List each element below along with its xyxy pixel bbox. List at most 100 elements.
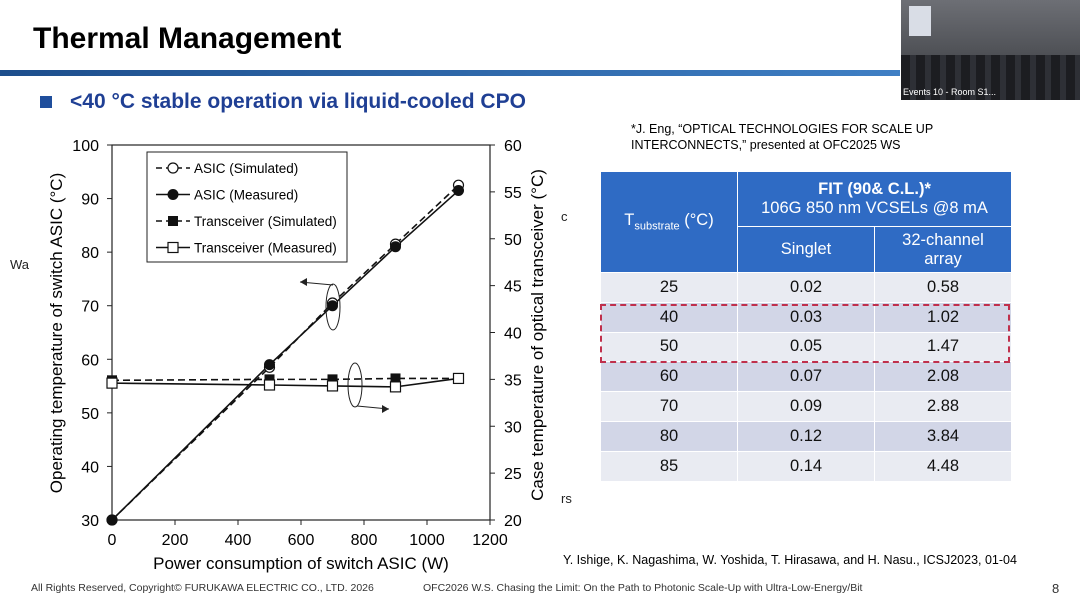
bullet-square-icon <box>40 96 52 108</box>
y-tick-label: 40 <box>81 459 99 476</box>
transceiver-bracket-ellipse <box>347 362 363 408</box>
x-tick-label: 400 <box>225 532 252 549</box>
reference-bottom: Y. Ishige, K. Nagashima, W. Yoshida, T. … <box>563 553 1017 567</box>
y2-axis-label: Case temperature of optical transceiver … <box>528 169 547 501</box>
legend-marker <box>168 216 178 226</box>
cell-array: 2.88 <box>874 391 1012 422</box>
y-tick-label: 100 <box>72 138 99 155</box>
x-tick-label: 600 <box>288 532 315 549</box>
asic-axis-indicator <box>299 278 341 331</box>
y2-tick-label: 55 <box>504 185 522 202</box>
transceiver-axis-indicator <box>347 362 390 413</box>
reference-top: *J. Eng, “OPTICAL TECHNOLOGIES FOR SCALE… <box>631 122 933 152</box>
y2-tick-label: 25 <box>504 466 522 483</box>
data-point-series-1 <box>453 185 464 197</box>
footer-copyright: All Rights Reserved, Copyright© FURUKAWA… <box>31 582 374 594</box>
table-row: 80 0.12 3.84 <box>600 420 1012 452</box>
cell-singlet: 0.03 <box>737 301 875 333</box>
cropped-text-bottom: rs <box>561 491 572 506</box>
col-header-singlet: Singlet <box>737 226 875 273</box>
y-tick-label: 70 <box>81 299 99 316</box>
cell-singlet: 0.07 <box>737 361 875 393</box>
cropped-text-mid: c <box>561 209 568 224</box>
y2-tick-label: 35 <box>504 372 522 389</box>
y2-tick-label: 40 <box>504 326 522 343</box>
legend-entry: Transceiver (Simulated) <box>194 214 337 229</box>
chart-legend: ASIC (Simulated) ASIC (Measured) Transceiv… <box>146 151 348 263</box>
cell-singlet: 0.02 <box>737 272 875 303</box>
cropped-text-left: Wa <box>10 257 30 272</box>
cell-singlet: 0.12 <box>737 420 875 452</box>
legend-entry: Transceiver (Measured) <box>194 241 337 256</box>
footer-event: OFC2026 W.S. Chasing the Limit: On the P… <box>423 582 863 594</box>
data-point-series-3 <box>263 379 276 391</box>
data-point-series-1 <box>264 359 275 371</box>
cell-tsubstrate: 80 <box>600 420 738 452</box>
col-header-fit-group: FIT (90& C.L.)* 106G 850 nm VCSELs @8 mA <box>737 171 1012 227</box>
col-header-32ch-array: 32-channel array <box>874 226 1012 273</box>
video-caption: Events 10 - Room S1... <box>903 87 997 97</box>
y2-tick-label: 60 <box>504 138 522 155</box>
cell-tsubstrate: 85 <box>600 450 738 482</box>
fit-group-title: FIT (90& C.L.)* <box>818 180 931 198</box>
data-point-series-1 <box>327 300 338 312</box>
y-axis-label: Operating temperature of switch ASIC (°C… <box>47 173 66 493</box>
legend-entry: ASIC (Measured) <box>194 188 298 203</box>
cell-array: 1.02 <box>874 301 1012 333</box>
col-header-tsubstrate: Tsubstrate (°C) <box>600 171 738 273</box>
cell-singlet: 0.09 <box>737 391 875 422</box>
fit-group-subtitle: 106G 850 nm VCSELs @8 mA <box>761 199 988 217</box>
y2-tick-label: 45 <box>504 279 522 296</box>
table-header-row-2: Singlet 32-channel array <box>601 226 1012 273</box>
legend-box <box>146 151 348 263</box>
cell-tsubstrate: 40 <box>600 301 738 333</box>
y-tick-label: 90 <box>81 192 99 209</box>
data-point-series-3 <box>389 381 402 393</box>
data-point-series-1 <box>390 241 401 253</box>
asic-arrow-head <box>300 278 307 286</box>
video-screen <box>909 6 931 36</box>
fit-table: Tsubstrate (°C) FIT (90& C.L.)* 106G 850… <box>600 171 1012 482</box>
cell-singlet: 0.14 <box>737 450 875 482</box>
cell-array: 3.84 <box>874 420 1012 452</box>
data-point-series-2 <box>390 373 401 384</box>
table-row: 50 0.05 1.47 <box>600 331 1012 363</box>
y-tick-label: 30 <box>81 513 99 530</box>
table-row: 40 0.03 1.02 <box>600 301 1012 333</box>
x-axis-label: Power consumption of switch ASIC (W) <box>153 554 449 573</box>
page-number: 8 <box>1052 581 1060 596</box>
data-point-series-1 <box>106 514 118 526</box>
cell-tsubstrate: 25 <box>600 272 738 303</box>
data-point-series-3 <box>106 377 118 389</box>
table-row: 25 0.02 0.58 <box>600 272 1012 303</box>
x-tick-label: 1000 <box>409 532 445 549</box>
legend-marker <box>167 241 179 254</box>
title-underline <box>0 70 900 76</box>
data-point-series-2 <box>327 374 338 385</box>
cell-tsubstrate: 50 <box>600 331 738 363</box>
highlight-rows-40-50 <box>600 304 1010 363</box>
transceiver-arrow-head <box>382 405 389 413</box>
y-tick-label: 80 <box>81 245 99 262</box>
y2-tick-label: 20 <box>504 513 522 530</box>
series-line-3 <box>111 377 459 388</box>
series-line-2 <box>111 377 459 382</box>
data-point-series-2 <box>264 374 275 385</box>
temperature-chart: 0 200 400 600 800 1000 1200 30 40 50 60 70 80 90 100 20… <box>47 138 547 573</box>
cell-array: 0.58 <box>874 272 1012 303</box>
y2-tick-label: 50 <box>504 232 522 249</box>
x-tick-label: 0 <box>108 532 117 549</box>
speaker-video-thumbnail[interactable]: Events 10 - Room S1... <box>901 0 1080 100</box>
data-point-series-3 <box>326 380 339 392</box>
cell-array: 4.48 <box>874 450 1012 482</box>
legend-marker <box>167 189 179 200</box>
table-row: 60 0.07 2.08 <box>600 361 1012 393</box>
video-audience <box>901 55 1080 100</box>
x-tick-label: 1200 <box>472 532 508 549</box>
legend-marker <box>167 162 179 174</box>
cell-tsubstrate: 60 <box>600 361 738 393</box>
legend-entry: ASIC (Simulated) <box>194 161 298 176</box>
x-tick-label: 800 <box>351 532 378 549</box>
data-point-series-3 <box>452 372 465 385</box>
asic-bracket-ellipse <box>325 283 341 331</box>
